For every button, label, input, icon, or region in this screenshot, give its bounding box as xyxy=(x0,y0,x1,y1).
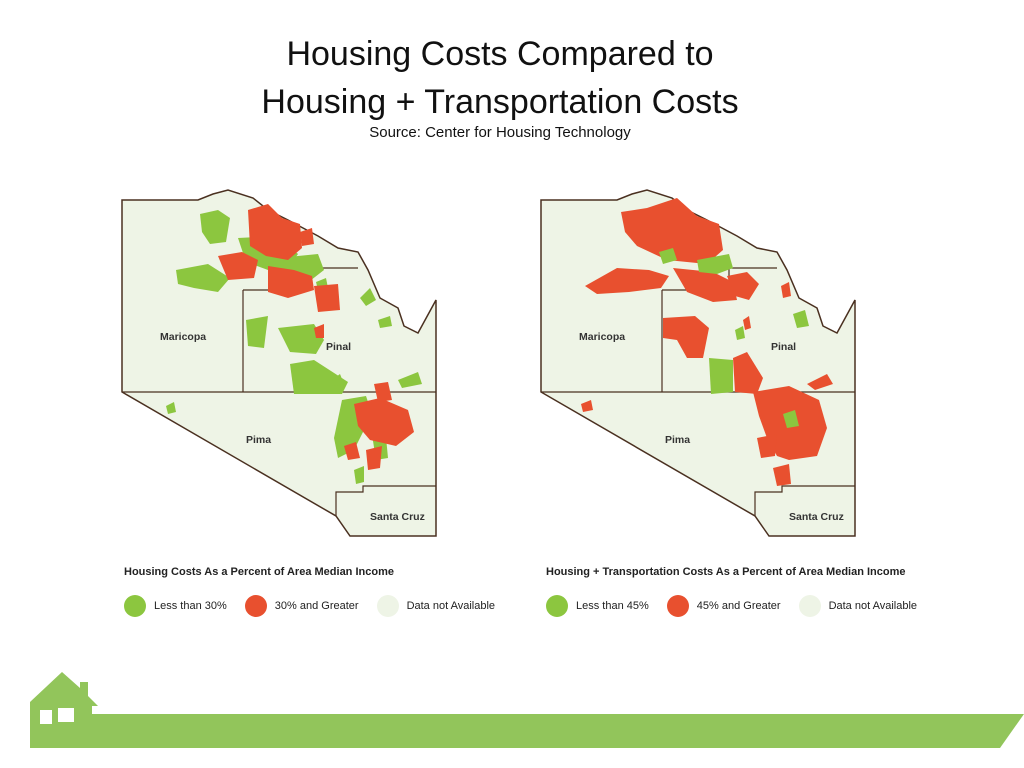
housing-costs-map: Maricopa Pinal Pima Santa Cruz xyxy=(118,188,448,548)
title-line-1: Housing Costs Compared to xyxy=(286,35,714,73)
county-label-santa-cruz: Santa Cruz xyxy=(789,511,844,523)
legend-label: 45% and Greater xyxy=(696,600,781,612)
red-areas xyxy=(218,204,414,470)
housing-transportation-costs-map: Maricopa Pinal Pima Santa Cruz xyxy=(537,188,867,548)
legend-label: 30% and Greater xyxy=(274,600,359,612)
legend-item-red: 30% and Greater xyxy=(244,595,359,617)
legend-item-green: Less than 45% xyxy=(546,595,649,617)
county-label-maricopa: Maricopa xyxy=(579,331,625,343)
legend-swatch-green xyxy=(124,595,146,617)
legend-item-na: Data not Available xyxy=(798,595,918,617)
legend-label: Less than 45% xyxy=(576,600,649,612)
source-text: Source: Center for Housing Technology xyxy=(369,124,631,141)
legend-item-red: 45% and Greater xyxy=(666,595,781,617)
house-icon xyxy=(30,672,98,748)
green-areas xyxy=(659,248,809,428)
housing-transportation-legend: Housing + Transportation Costs As a Perc… xyxy=(546,566,976,617)
legend-title: Housing Costs As a Percent of Area Media… xyxy=(124,566,394,578)
legend-item-green: Less than 30% xyxy=(124,595,227,617)
legend-swatch-red xyxy=(666,595,689,617)
county-label-pinal: Pinal xyxy=(326,341,351,353)
legend-swatch-green xyxy=(546,595,568,617)
footer-green-bar xyxy=(30,714,1024,748)
legend-label: Data not Available xyxy=(828,600,918,612)
legend-label: Less than 30% xyxy=(154,600,227,612)
footer-banner xyxy=(0,660,1024,768)
county-label-santa-cruz: Santa Cruz xyxy=(370,511,425,523)
housing-costs-legend: Housing Costs As a Percent of Area Media… xyxy=(124,566,544,617)
legend-swatch-na xyxy=(376,595,399,617)
red-areas xyxy=(581,198,833,486)
page-title: Housing Costs Compared to Housing + Tran… xyxy=(0,30,1000,126)
legend-label: Data not Available xyxy=(406,600,496,612)
legend-swatch-na xyxy=(798,595,821,617)
county-label-maricopa: Maricopa xyxy=(160,331,206,343)
county-label-pinal: Pinal xyxy=(771,341,796,353)
legend-item-na: Data not Available xyxy=(376,595,496,617)
county-label-pima: Pima xyxy=(665,434,690,446)
county-label-pima: Pima xyxy=(246,434,271,446)
legend-title: Housing + Transportation Costs As a Perc… xyxy=(546,566,906,578)
title-line-2: Housing + Transportation Costs xyxy=(261,83,739,121)
legend-swatch-red xyxy=(244,595,267,617)
